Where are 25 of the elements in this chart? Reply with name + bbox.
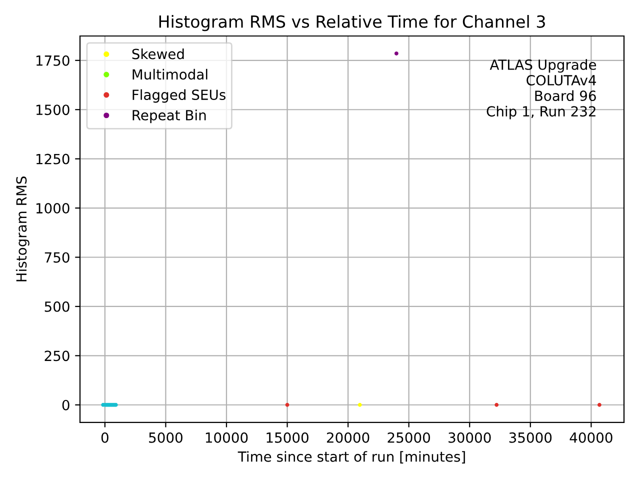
x-tick-label: 40000	[570, 432, 612, 443]
x-tick-label: 0	[101, 432, 108, 443]
y-tick-label: 750	[44, 252, 70, 263]
chart-title: Histogram RMS vs Relative Time for Channel 3	[159, 15, 545, 32]
x-tick-label: 35000	[509, 432, 552, 443]
legend-label: Repeat Bin	[132, 110, 206, 124]
annotation: ATLAS Upgrade COLUTAv4 Board 96 Chip 1, Run 232	[486, 59, 596, 120]
x-tick-label: 5000	[149, 432, 182, 443]
legend-label: Flagged SEUs	[132, 89, 226, 103]
x-tick-label: 20000	[326, 432, 370, 443]
x-tick-label: 30000	[448, 432, 491, 443]
y-tick-label: 250	[44, 350, 70, 362]
y-tick-label: 1250	[36, 154, 70, 164]
y-axis-title: Histogram RMS	[16, 176, 30, 282]
x-tick-label: 15000	[266, 432, 308, 443]
x-tick-label: 10000	[206, 432, 248, 443]
x-tick-label: 25000	[388, 432, 430, 443]
y-tick-label: 0	[62, 400, 70, 410]
x-axis-title: Time since start of run [minutes]	[238, 451, 465, 464]
y-tick-label: 1000	[36, 203, 70, 214]
y-tick-label: 1750	[36, 55, 70, 66]
legend-label: Skewed	[132, 48, 184, 60]
legend-label: Multimodal	[132, 68, 208, 80]
y-tick-label: 500	[44, 301, 70, 312]
y-tick-label: 1500	[36, 104, 70, 116]
